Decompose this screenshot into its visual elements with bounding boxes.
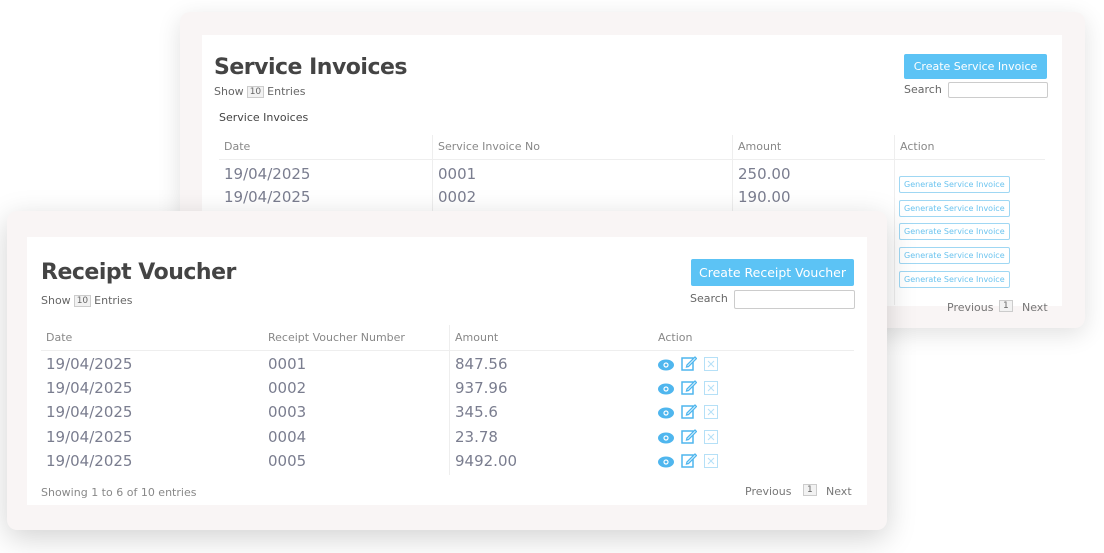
- next-button[interactable]: Next: [1022, 301, 1048, 314]
- column-header-amount: Amount: [455, 331, 499, 344]
- cell-amount: 190.00: [738, 188, 791, 206]
- previous-button[interactable]: Previous: [745, 485, 792, 498]
- search-input[interactable]: [948, 82, 1048, 98]
- column-header-number: Receipt Voucher Number: [268, 331, 405, 344]
- delete-icon[interactable]: [703, 356, 719, 372]
- cell-date: 19/04/2025: [46, 355, 133, 373]
- eye-icon[interactable]: [658, 430, 674, 446]
- delete-icon[interactable]: [703, 429, 719, 445]
- delete-icon[interactable]: [703, 380, 719, 396]
- cell-amount: 9492.00: [455, 451, 518, 470]
- search-label: Search: [690, 292, 728, 305]
- page-1-button[interactable]: 1: [999, 300, 1013, 312]
- edit-icon[interactable]: [681, 403, 698, 420]
- cell-date: 19/04/2025: [46, 379, 133, 398]
- create-service-invoice-button[interactable]: Create Service Invoice: [904, 54, 1047, 79]
- column-header-action: Action: [658, 331, 693, 344]
- eye-icon[interactable]: [658, 405, 674, 421]
- cell-amount: 847.56: [455, 355, 508, 373]
- cell-invoice-no: 0001: [438, 165, 477, 183]
- cell-invoice-no: 0002: [438, 188, 477, 206]
- cell-number: 0003: [268, 403, 307, 422]
- edit-icon[interactable]: [681, 379, 698, 395]
- generate-service-invoice-button[interactable]: Generate Service Invoice: [899, 200, 1010, 217]
- cell-number: 0001: [268, 355, 307, 373]
- next-button[interactable]: Next: [826, 485, 852, 498]
- delete-icon[interactable]: [703, 453, 719, 469]
- edit-icon[interactable]: [681, 355, 698, 371]
- entries-label: Entries: [267, 85, 306, 98]
- cell-amount: 345.6: [455, 403, 498, 422]
- column-header-action: Action: [900, 140, 935, 153]
- cell-date: 19/04/2025: [46, 451, 133, 470]
- page-1-button[interactable]: 1: [803, 484, 817, 496]
- cell-date: 19/04/2025: [46, 403, 133, 422]
- column-header-amount: Amount: [738, 140, 782, 153]
- create-receipt-voucher-button[interactable]: Create Receipt Voucher: [691, 259, 854, 286]
- entries-select[interactable]: 10: [246, 86, 265, 98]
- cell-number: 0002: [268, 379, 307, 398]
- column-header-invoice-no: Service Invoice No: [438, 140, 540, 153]
- service-invoices-card: Service Invoices Show 10 Entries Create Se…: [180, 12, 1085, 328]
- eye-icon[interactable]: [658, 357, 674, 373]
- entries-control: Show 10 Entries: [41, 294, 132, 307]
- edit-icon[interactable]: [681, 428, 698, 444]
- search-label: Search: [904, 83, 942, 96]
- column-header-date: Date: [46, 331, 73, 344]
- cell-date: 19/04/2025: [224, 188, 311, 206]
- page-title: Service Invoices: [214, 55, 408, 80]
- edit-icon[interactable]: [681, 452, 698, 468]
- cell-date: 19/04/2025: [224, 165, 311, 183]
- generate-service-invoice-button[interactable]: Generate Service Invoice: [899, 176, 1010, 193]
- entries-select[interactable]: 10: [73, 295, 92, 307]
- cell-number: 0005: [268, 451, 307, 470]
- cell-amount: 23.78: [455, 427, 498, 446]
- show-label: Show: [41, 294, 71, 307]
- previous-button[interactable]: Previous: [947, 301, 994, 314]
- section-label: Service Invoices: [219, 111, 309, 124]
- generate-service-invoice-button[interactable]: Generate Service Invoice: [899, 247, 1010, 264]
- generate-service-invoice-button[interactable]: Generate Service Invoice: [899, 223, 1010, 240]
- cell-amount: 937.96: [455, 379, 508, 398]
- cell-number: 0004: [268, 427, 307, 446]
- cell-date: 19/04/2025: [46, 427, 133, 446]
- page-title: Receipt Voucher: [41, 260, 236, 285]
- eye-icon[interactable]: [658, 381, 674, 397]
- eye-icon[interactable]: [658, 454, 674, 470]
- entries-control: Show 10 Entries: [214, 85, 305, 98]
- show-label: Show: [214, 85, 244, 98]
- search-input[interactable]: [734, 290, 855, 309]
- cell-amount: 250.00: [738, 165, 791, 183]
- entries-label: Entries: [94, 294, 133, 307]
- receipt-voucher-card: Receipt Voucher Show 10 Entries Create Rec…: [7, 211, 887, 530]
- delete-icon[interactable]: [703, 404, 719, 420]
- showing-entries-text: Showing 1 to 6 of 10 entries: [41, 486, 197, 499]
- column-header-date: Date: [224, 140, 251, 153]
- generate-service-invoice-button[interactable]: Generate Service Invoice: [899, 271, 1010, 288]
